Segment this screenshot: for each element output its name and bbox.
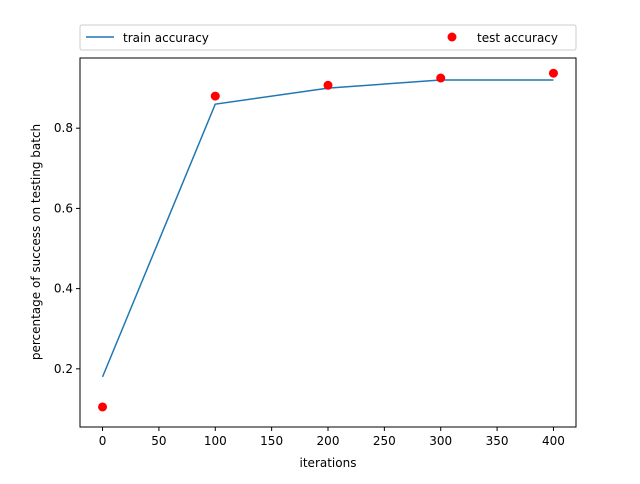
x-axis-ticks: 0 50 100 150 200 250 300 350 400 xyxy=(99,427,565,448)
legend: train accuracy test accuracy xyxy=(79,24,577,51)
x-tick-label: 50 xyxy=(151,434,166,448)
x-axis-label: iterations xyxy=(300,456,357,470)
test-accuracy-point xyxy=(210,91,220,101)
x-tick-label: 200 xyxy=(317,434,340,448)
y-tick-label: 0.2 xyxy=(54,362,73,376)
y-axis-ticks: 0.2 0.4 0.6 0.8 xyxy=(54,121,80,376)
x-tick-label: 0 xyxy=(99,434,107,448)
y-tick-label: 0.4 xyxy=(54,282,73,296)
test-accuracy-point xyxy=(98,402,108,412)
series-layer xyxy=(98,68,558,412)
y-tick-label: 0.8 xyxy=(54,121,73,135)
x-tick-label: 150 xyxy=(260,434,283,448)
legend-label-train-accuracy: train accuracy xyxy=(123,31,209,45)
y-axis-label: percentage of success on testing batch xyxy=(29,124,43,360)
x-tick-label: 100 xyxy=(204,434,227,448)
x-tick-label: 400 xyxy=(542,434,565,448)
x-tick-label: 350 xyxy=(486,434,509,448)
test-accuracy-point xyxy=(548,68,558,78)
legend-marker-test-accuracy xyxy=(447,32,457,42)
y-tick-label: 0.6 xyxy=(54,201,73,215)
test-accuracy-point xyxy=(323,80,333,90)
legend-label-test-accuracy: test accuracy xyxy=(477,31,558,45)
test-accuracy-point xyxy=(436,73,446,83)
legend-box xyxy=(79,24,577,51)
x-tick-label: 250 xyxy=(373,434,396,448)
x-tick-label: 300 xyxy=(429,434,452,448)
